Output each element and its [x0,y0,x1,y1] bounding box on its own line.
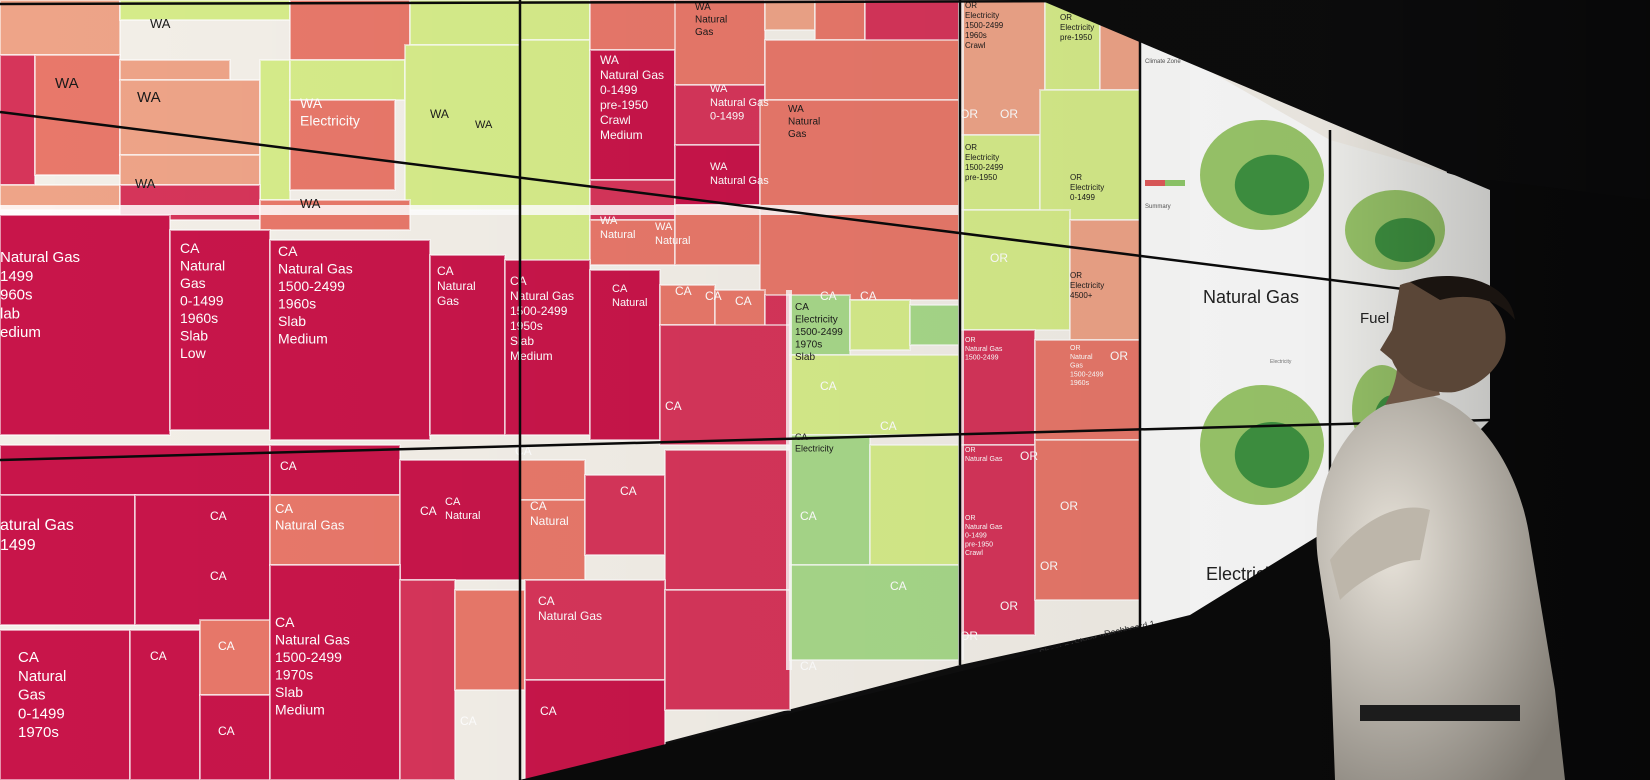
person-arm [1330,507,1430,600]
person-hair [1410,276,1515,320]
person-belt [1360,705,1520,721]
person-head [1380,280,1506,393]
person-shirt [1316,395,1565,780]
